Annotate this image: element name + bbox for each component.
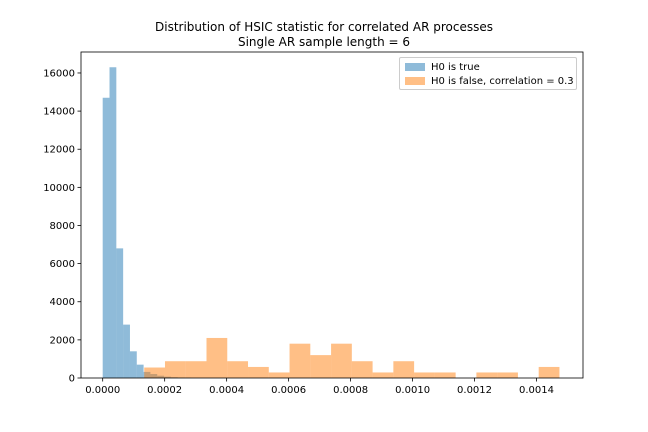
x-tick-label: 0.0010 (395, 385, 430, 396)
x-tick-label: 0.0008 (333, 385, 368, 396)
histogram-bar (351, 361, 373, 378)
x-axis-ticks: 0.0000 0.0002 0.0004 0.0006 0.0008 0.0010 0.00… (85, 378, 554, 396)
histogram-bar (248, 366, 269, 378)
histogram-bar (129, 351, 137, 378)
axes (80, 51, 584, 379)
histogram-bar (434, 372, 456, 378)
legend-item-h0-true: H0 is true (405, 61, 480, 73)
chart-title: Distribution of HSIC statistic for corre… (155, 20, 493, 34)
y-tick-label: 8000 (50, 221, 75, 232)
y-tick-label: 2000 (50, 335, 75, 346)
x-tick-label: 0.0000 (85, 385, 120, 396)
legend: H0 is true H0 is false, correlation = 0.… (399, 57, 577, 90)
histogram-bar (116, 248, 124, 378)
legend-swatch-blue (405, 63, 425, 71)
histogram-bar (227, 361, 249, 378)
histogram-bar (123, 324, 130, 378)
chart-subtitle: Single AR sample length = 6 (237, 35, 411, 49)
histogram-bar (164, 361, 186, 378)
legend-label: H0 is true (431, 61, 480, 73)
x-tick-label: 0.0012 (457, 385, 492, 396)
histogram-bar (497, 372, 518, 378)
legend-swatch-orange (405, 77, 425, 85)
histogram-bar (289, 343, 311, 378)
series-h0-false-bars (144, 337, 560, 378)
histogram-bar (206, 337, 228, 378)
histogram-bar (310, 355, 332, 378)
axes-frame (80, 51, 584, 379)
y-tick-label: 12000 (43, 145, 75, 156)
legend-label: H0 is false, correlation = 0.3 (431, 75, 574, 87)
y-tick-label: 0 (69, 374, 75, 385)
histogram-bar (372, 372, 394, 378)
histogram-bar (331, 343, 352, 378)
series-h0-true-bars (102, 67, 192, 378)
x-tick-label: 0.0004 (209, 385, 244, 396)
x-tick-label: 0.0014 (519, 385, 554, 396)
histogram-bar (414, 372, 435, 378)
y-axis-ticks: 0 2000 4000 6000 8000 10000 12000 14000 16000 (43, 68, 81, 385)
y-tick-label: 6000 (50, 259, 75, 270)
histogram-bar (476, 372, 498, 378)
histogram-bar (538, 366, 560, 378)
x-tick-label: 0.0006 (271, 385, 306, 396)
x-tick-label: 0.0002 (147, 385, 182, 396)
histogram-bar (136, 364, 144, 378)
y-tick-label: 16000 (43, 68, 75, 79)
y-tick-label: 10000 (43, 183, 75, 194)
histogram-bar (185, 361, 207, 378)
histogram-bar (393, 361, 415, 378)
y-tick-label: 4000 (50, 297, 75, 308)
histogram-bar (102, 97, 110, 378)
legend-item-h0-false: H0 is false, correlation = 0.3 (405, 75, 574, 87)
y-tick-label: 14000 (43, 107, 75, 118)
histogram-bar (144, 367, 165, 378)
histogram-bar (109, 67, 117, 378)
histogram-bar (268, 372, 290, 378)
